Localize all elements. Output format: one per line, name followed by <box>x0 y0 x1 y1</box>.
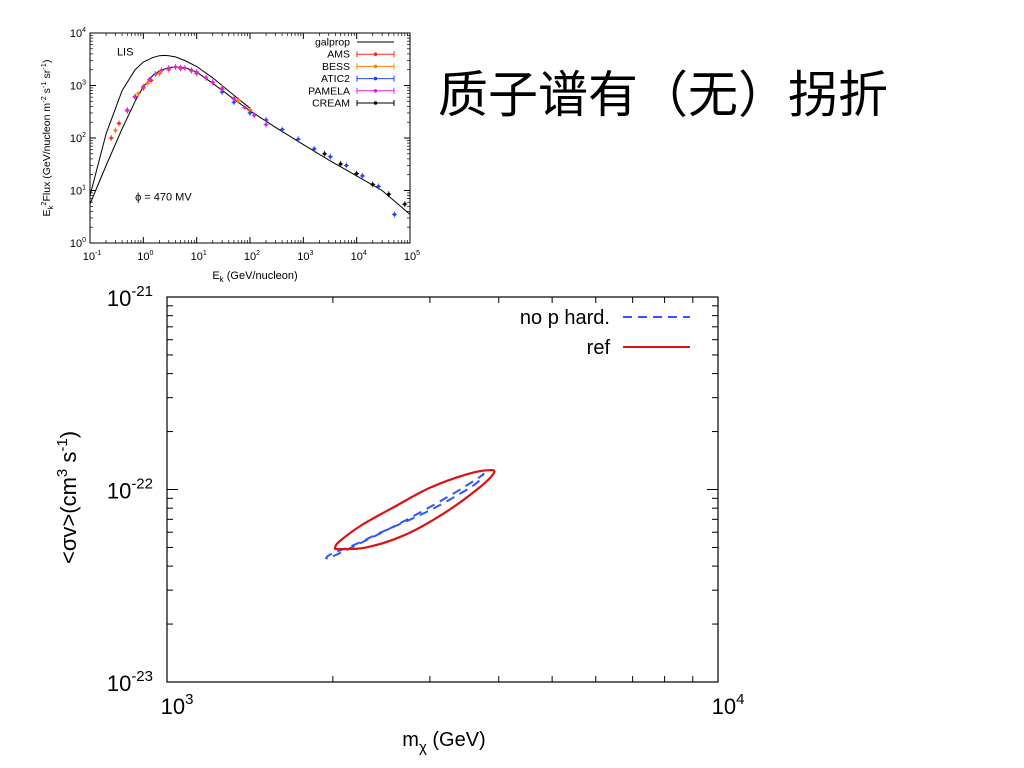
legend-label: PAMELA <box>308 85 350 97</box>
data-point-cream <box>354 170 360 177</box>
x-axis-label: mχ (GeV) <box>402 729 485 756</box>
data-point-cream <box>402 201 408 208</box>
data-point-ams <box>116 120 122 127</box>
y-tick-label: 104 <box>70 27 86 40</box>
data-point-pamela <box>132 93 138 100</box>
legend-swatch-marker <box>373 101 378 105</box>
x-tick-label: 104 <box>712 691 745 719</box>
contour-no-p-hard <box>325 472 485 560</box>
plot-frame <box>166 296 719 683</box>
data-point-atic2 <box>375 183 381 190</box>
plot-frame <box>89 32 411 244</box>
y-tick-label: 100 <box>70 237 86 250</box>
data-point-pamela <box>219 86 225 93</box>
y-axis-label: Ek2Flux (GeV/nucleon m-2 s-1 sr-1) <box>39 60 55 217</box>
x-tick-label: 102 <box>244 250 260 263</box>
y-tick-label: 10-23 <box>107 668 153 696</box>
data-point-atic2 <box>343 162 349 169</box>
annotation-lis: LIS <box>117 47 134 59</box>
data-point-pamela <box>210 79 216 86</box>
legend-label: CREAM <box>312 98 350 110</box>
dark-matter-contour-chart: 103 104 10-23 10-22 10-21 mχ (GeV) <σv>(cm3 s-… <box>54 283 745 756</box>
y-tick-label: 103 <box>70 80 86 93</box>
y-tick-label: 10-22 <box>107 476 153 504</box>
data-point-bess <box>235 97 241 104</box>
annotation-phi: ϕ = 470 MV <box>135 191 192 203</box>
proton-spectrum-chart: 10-1 100 101 102 103 104 105100101102103104Ek … <box>39 27 420 284</box>
data-point-pamela <box>251 112 257 119</box>
data-point-bess <box>112 127 118 134</box>
x-tick-label: 103 <box>297 250 313 263</box>
data-point-bess <box>135 90 141 97</box>
data-point-atic2 <box>359 172 365 179</box>
data-point-atic2 <box>279 126 285 133</box>
legend-swatch-marker <box>373 52 378 56</box>
x-tick-label: 104 <box>351 250 367 263</box>
x-tick-label: 105 <box>404 250 420 263</box>
x-tick-label: 103 <box>161 691 194 719</box>
contour-ref <box>333 469 496 551</box>
data-point-pamela <box>242 104 248 111</box>
data-point-cream <box>338 160 344 167</box>
legend-swatch-marker <box>373 76 378 81</box>
legend-swatch-marker <box>373 64 378 69</box>
x-tick-label: 100 <box>137 250 153 263</box>
data-point-cream <box>370 181 376 188</box>
x-tick-label: 101 <box>191 250 207 263</box>
data-point-atic2 <box>247 109 253 116</box>
data-point-cream <box>386 191 392 198</box>
data-point-pamela <box>194 69 200 76</box>
data-point-pamela <box>188 67 194 74</box>
x-tick-label: 10-1 <box>83 250 102 263</box>
data-point-bess <box>156 70 162 77</box>
data-point-atic2 <box>263 117 269 124</box>
data-point-cream <box>322 150 328 157</box>
legend-label: ATIC2 <box>321 73 350 85</box>
legend-swatch-marker <box>373 89 378 93</box>
legend-label: AMS <box>327 49 350 61</box>
legend-label: ref <box>587 337 611 359</box>
data-point-atic2 <box>311 145 317 152</box>
data-point-pamela <box>153 71 159 78</box>
data-point-ams <box>108 135 114 141</box>
y-tick-label: 10-21 <box>107 283 153 311</box>
data-point-atic2 <box>391 211 397 218</box>
data-point-pamela <box>203 74 209 81</box>
data-point-pamela <box>178 64 184 71</box>
y-tick-label: 101 <box>70 185 86 198</box>
data-point-pamela <box>140 83 146 90</box>
data-point-pamela <box>172 64 178 71</box>
y-axis-label: <σv>(cm3 s-1) <box>54 431 81 564</box>
data-point-pamela <box>166 65 172 72</box>
data-point-pamela <box>124 107 130 114</box>
data-point-pamela <box>263 121 269 128</box>
data-point-pamela <box>182 65 188 72</box>
data-point-atic2 <box>327 153 333 160</box>
legend-label: BESS <box>322 61 350 73</box>
x-axis-label: Ek (GeV/nucleon) <box>212 270 297 284</box>
series-lis-curve <box>89 54 251 196</box>
data-point-pamela <box>231 95 237 102</box>
y-tick-label: 102 <box>70 132 86 145</box>
data-point-pamela <box>146 76 152 83</box>
data-point-bess <box>145 80 151 87</box>
legend-label: galprop <box>315 37 350 49</box>
data-point-atic2 <box>295 136 301 143</box>
data-point-pamela <box>159 67 165 74</box>
slide-title: 质子谱有（无）拐折 <box>438 66 888 124</box>
legend-label: no p hard. <box>520 307 610 329</box>
